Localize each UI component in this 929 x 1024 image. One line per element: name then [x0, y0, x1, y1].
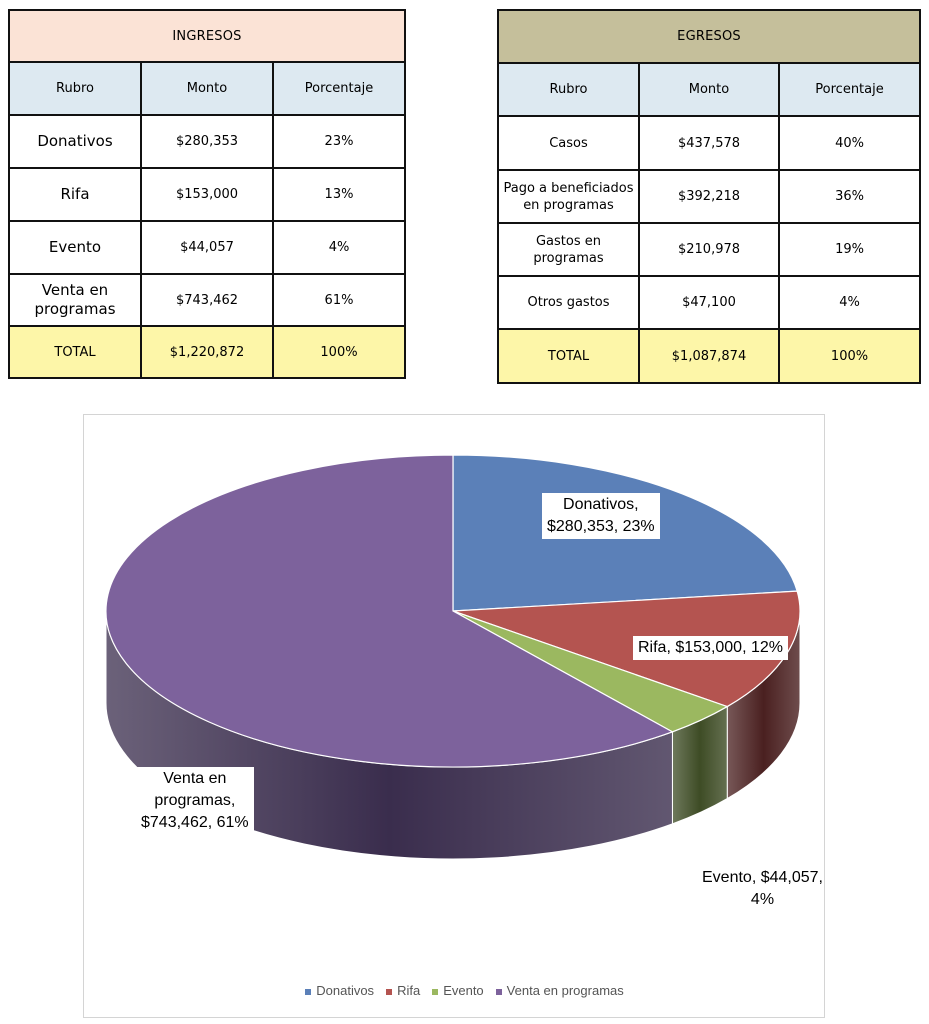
egresos-header-monto: Monto	[638, 62, 780, 117]
cell-monto: $47,100	[638, 275, 780, 330]
cell-monto: $210,978	[638, 222, 780, 277]
table-row: Rifa $153,000 13%	[8, 167, 406, 222]
total-label: TOTAL	[8, 325, 142, 379]
legend-item-donativos: Donativos	[305, 983, 374, 998]
cell-porcentaje: 40%	[777, 115, 922, 171]
cell-porcentaje: 4%	[272, 220, 406, 275]
legend-swatch-donativos	[305, 988, 312, 995]
table-row: Gastos en programas $210,978 19%	[497, 222, 922, 277]
egresos-table: EGRESOS Rubro Monto Porcentaje Casos $43…	[496, 9, 922, 384]
legend-swatch-evento	[432, 988, 439, 995]
egresos-header-rubro: Rubro	[497, 62, 640, 117]
legend-item-evento: Evento	[432, 983, 484, 998]
data-label-donativos: Donativos, $280,353, 23%	[542, 493, 660, 539]
table-row: Casos $437,578 40%	[497, 115, 922, 171]
pie-slice-venta-en-programas	[105, 454, 674, 768]
cell-monto: $44,057	[140, 220, 274, 275]
legend: Donativos Rifa Evento Venta en programas	[0, 983, 929, 998]
cell-monto: $153,000	[140, 167, 274, 222]
cell-porcentaje: 19%	[777, 222, 922, 277]
legend-label-venta-en-programas: Venta en programas	[506, 983, 624, 998]
data-label-evento: Evento, $44,057, 4%	[702, 869, 823, 908]
total-row: TOTAL $1,087,874 100%	[497, 328, 922, 384]
table-row: Evento $44,057 4%	[8, 220, 406, 275]
total-label: TOTAL	[497, 328, 640, 384]
ingresos-header-rubro: Rubro	[8, 61, 142, 116]
cell-porcentaje: 61%	[272, 273, 406, 327]
total-porcentaje: 100%	[272, 325, 406, 379]
cell-monto: $743,462	[140, 273, 274, 327]
total-monto: $1,220,872	[140, 325, 274, 379]
data-label-rifa: Rifa, $153,000, 12%	[633, 636, 788, 660]
table-row: Donativos $280,353 23%	[8, 114, 406, 169]
cell-monto: $280,353	[140, 114, 274, 169]
ingresos-header-porcentaje: Porcentaje	[272, 61, 406, 116]
ingresos-header-monto: Monto	[140, 61, 274, 116]
total-row: TOTAL $1,220,872 100%	[8, 325, 406, 379]
table-row: Pago a beneficiados en programas $392,21…	[497, 169, 922, 224]
ingresos-table: INGRESOS Rubro Monto Porcentaje Donativo…	[8, 9, 406, 379]
legend-item-rifa: Rifa	[386, 983, 420, 998]
ingresos-title: INGRESOS	[8, 9, 406, 63]
cell-rubro: Donativos	[8, 114, 142, 169]
legend-label-rifa: Rifa	[397, 983, 421, 998]
cell-monto: $437,578	[638, 115, 780, 171]
cell-porcentaje: 4%	[777, 275, 922, 330]
chart-area	[83, 414, 825, 1018]
total-porcentaje: 100%	[777, 328, 922, 384]
egresos-header-porcentaje: Porcentaje	[777, 62, 922, 117]
cell-monto: $392,218	[638, 169, 780, 224]
table-row: Venta en programas $743,462 61%	[8, 273, 406, 327]
legend-label-evento: Evento	[443, 983, 484, 998]
total-monto: $1,087,874	[638, 328, 780, 384]
cell-porcentaje: 36%	[777, 169, 922, 224]
cell-rubro: Evento	[8, 220, 142, 275]
cell-rubro: Venta en programas	[8, 273, 142, 327]
legend-item-venta-en-programas: Venta en programas	[495, 983, 624, 998]
table-row: Otros gastos $47,100 4%	[497, 275, 922, 330]
cell-rubro: Gastos en programas	[497, 222, 640, 277]
cell-rubro: Rifa	[8, 167, 142, 222]
cell-rubro: Pago a beneficiados en programas	[497, 169, 640, 224]
legend-swatch-rifa	[386, 988, 393, 995]
data-label-venta-en-programas: Venta en programas, $743,462, 61%	[136, 767, 254, 835]
cell-porcentaje: 13%	[272, 167, 406, 222]
cell-rubro: Casos	[497, 115, 640, 171]
cell-rubro: Otros gastos	[497, 275, 640, 330]
legend-label-donativos: Donativos	[316, 983, 375, 998]
cell-porcentaje: 23%	[272, 114, 406, 169]
egresos-title: EGRESOS	[496, 9, 922, 64]
legend-swatch-venta-en-programas	[495, 988, 502, 995]
